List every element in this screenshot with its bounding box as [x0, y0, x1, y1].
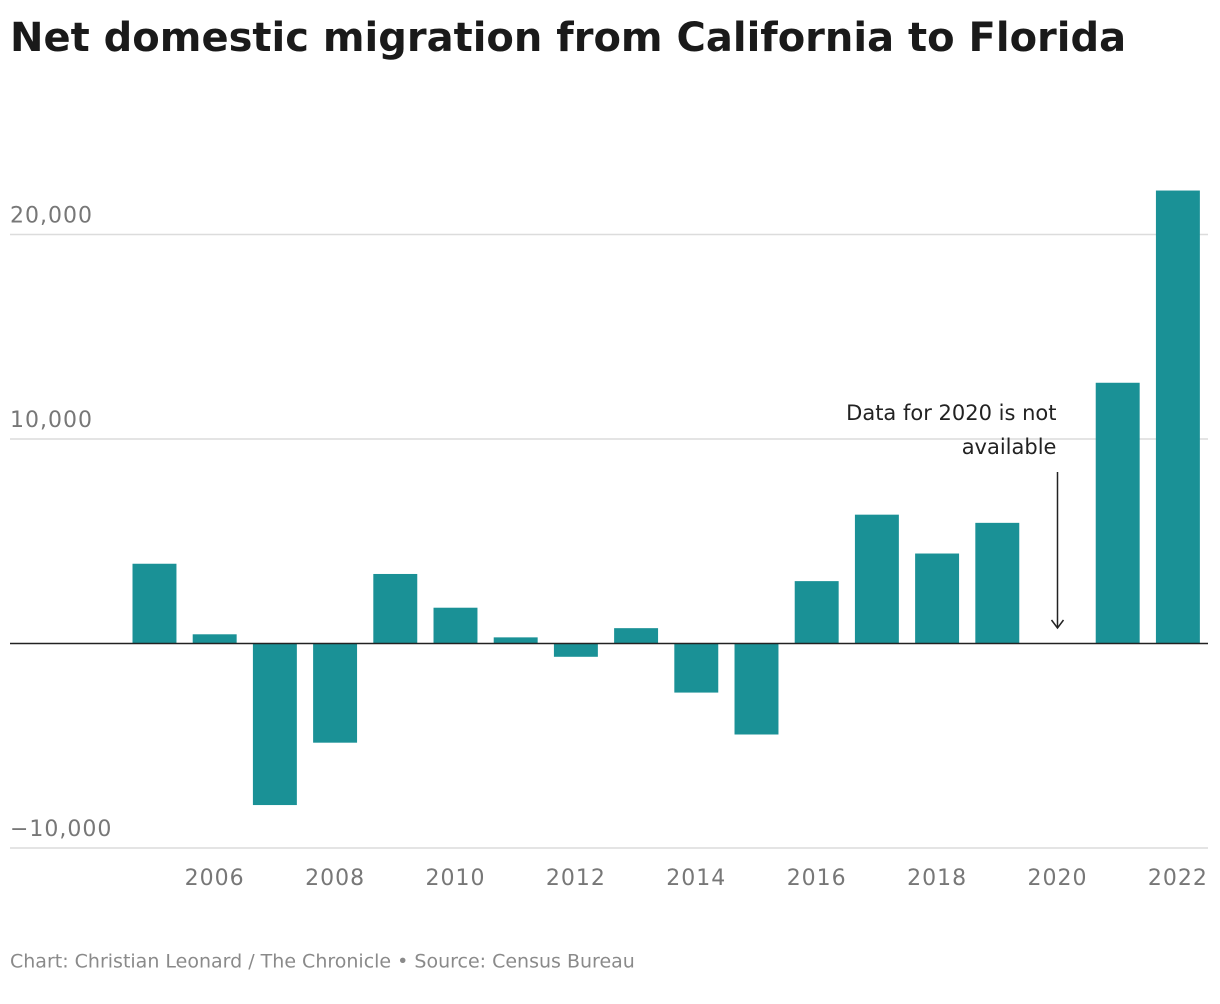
bar — [313, 643, 358, 743]
x-tick-label: 2012 — [546, 866, 606, 891]
bar — [854, 514, 899, 644]
x-tick-label: 2014 — [666, 866, 726, 891]
y-tick-label: −10,000 — [10, 817, 112, 842]
bar — [553, 643, 598, 657]
annotation: Data for 2020 is not — [846, 401, 1056, 425]
bar — [794, 581, 839, 644]
x-tick-label: 2020 — [1027, 866, 1087, 891]
y-tick-label: 20,000 — [10, 204, 93, 229]
bar — [975, 522, 1020, 644]
bar — [614, 628, 659, 644]
x-tick-label: 2018 — [907, 866, 967, 891]
x-tick-label: 2008 — [305, 866, 365, 891]
bar — [252, 643, 297, 806]
bar — [192, 634, 237, 644]
bar — [1095, 382, 1140, 644]
y-tick-label: 10,000 — [10, 408, 93, 433]
bar — [734, 643, 779, 735]
bar — [1155, 190, 1200, 644]
bar — [915, 553, 960, 644]
annotation-arrowhead — [1050, 619, 1065, 630]
x-tick-label: 2016 — [787, 866, 847, 891]
x-tick-label: 2010 — [425, 866, 485, 891]
x-tick-label: 2006 — [185, 866, 245, 891]
annotation: available — [962, 435, 1057, 459]
chart-title: Net domestic migration from California t… — [10, 15, 1126, 61]
bar — [373, 573, 418, 644]
bar — [493, 637, 538, 644]
bar — [433, 607, 478, 644]
x-tick-label: 2022 — [1148, 866, 1208, 891]
bar — [132, 563, 177, 644]
source-note: Chart: Christian Leonard / The Chronicle… — [10, 951, 635, 973]
bar — [674, 643, 719, 693]
